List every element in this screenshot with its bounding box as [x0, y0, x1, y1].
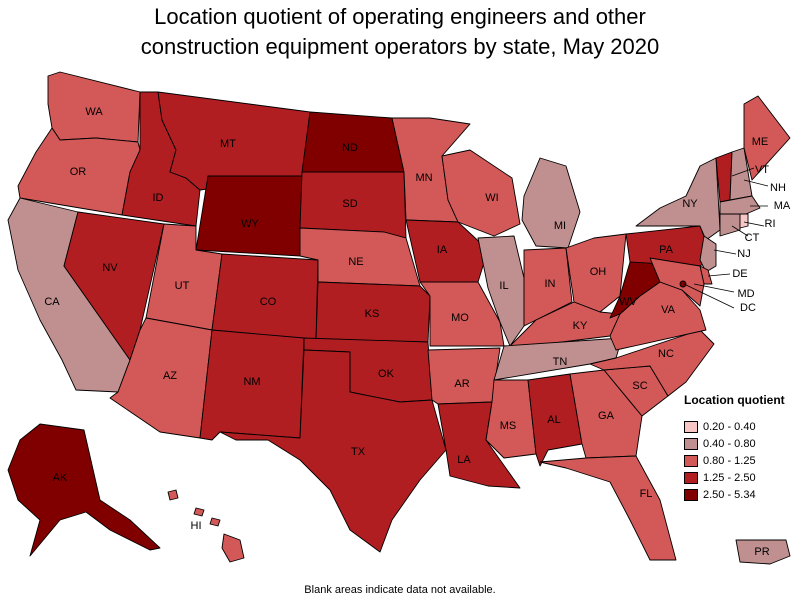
legend-swatch	[684, 455, 698, 467]
state-label-NC: NC	[658, 348, 674, 360]
legend-label: 0.80 - 1.25	[703, 455, 756, 467]
legend-swatch	[684, 489, 698, 501]
state-HI[interactable]	[167, 489, 245, 563]
state-label-PR: PR	[754, 546, 769, 558]
state-label-CO: CO	[260, 296, 277, 308]
state-label-MA: MA	[774, 200, 791, 212]
state-ME[interactable]	[743, 95, 791, 181]
legend-swatch	[684, 472, 698, 484]
state-label-VT: VT	[755, 164, 769, 176]
state-label-MN: MN	[415, 172, 432, 184]
legend-label: 0.40 - 0.80	[703, 438, 756, 450]
legend-item: 2.50 - 5.34	[684, 487, 785, 503]
state-label-CT: CT	[745, 232, 760, 244]
state-MA[interactable]	[719, 195, 761, 215]
state-label-MI: MI	[554, 220, 566, 232]
state-label-MO: MO	[451, 312, 469, 324]
state-label-MS: MS	[500, 420, 517, 432]
state-WI[interactable]	[441, 149, 521, 237]
state-label-FL: FL	[640, 488, 653, 500]
map-legend: Location quotient 0.20 - 0.40 0.40 - 0.8…	[684, 393, 785, 504]
state-WY[interactable]	[195, 175, 303, 257]
legend-item: 0.40 - 0.80	[684, 436, 785, 452]
state-callout-lines	[683, 167, 769, 309]
state-label-AK: AK	[53, 472, 68, 484]
state-NC[interactable]	[589, 329, 715, 397]
state-label-NY: NY	[682, 198, 698, 210]
state-KS[interactable]	[315, 281, 431, 343]
state-label-AR: AR	[454, 378, 469, 390]
state-label-WI: WI	[485, 192, 498, 204]
state-NJ[interactable]	[699, 235, 717, 273]
legend-label: 0.20 - 0.40	[703, 421, 756, 433]
state-FL[interactable]	[539, 455, 677, 561]
legend-swatch	[684, 438, 698, 450]
state-label-WV: WV	[619, 296, 637, 308]
state-label-NE: NE	[348, 256, 363, 268]
state-label-MT: MT	[220, 138, 236, 150]
state-label-MD: MD	[737, 288, 754, 300]
state-label-DC: DC	[740, 302, 756, 314]
state-RI[interactable]	[739, 213, 749, 229]
state-label-IA: IA	[437, 244, 448, 256]
state-label-SC: SC	[632, 380, 647, 392]
state-label-KY: KY	[573, 320, 588, 332]
state-label-IL: IL	[499, 280, 508, 292]
state-IL[interactable]	[477, 235, 525, 347]
state-MI[interactable]	[521, 157, 581, 249]
state-label-NJ: NJ	[737, 248, 750, 260]
legend-title: Location quotient	[684, 393, 785, 407]
state-label-SD: SD	[342, 198, 357, 210]
state-label-WY: WY	[241, 218, 259, 230]
state-label-NM: NM	[243, 376, 260, 388]
state-label-GA: GA	[598, 410, 615, 422]
state-label-AL: AL	[547, 414, 560, 426]
legend-label: 2.50 - 5.34	[703, 489, 756, 501]
state-label-WA: WA	[85, 106, 103, 118]
map-title: Location quotient of operating engineers…	[0, 2, 800, 62]
state-IA[interactable]	[405, 219, 489, 283]
state-AK[interactable]	[7, 423, 161, 557]
state-label-ID: ID	[153, 192, 164, 204]
legend-item: 1.25 - 2.50	[684, 470, 785, 486]
state-label-UT: UT	[175, 280, 190, 292]
state-label-ME: ME	[752, 136, 769, 148]
state-TX[interactable]	[219, 349, 447, 553]
map-title-line-2: construction equipment operators by stat…	[140, 34, 660, 59]
state-label-OH: OH	[590, 266, 607, 278]
state-label-TX: TX	[351, 446, 366, 458]
state-label-NH: NH	[770, 182, 786, 194]
state-label-PA: PA	[659, 244, 674, 256]
map-title-line-1: Location quotient of operating engineers…	[154, 4, 646, 29]
state-label-VA: VA	[661, 304, 676, 316]
state-label-LA: LA	[457, 454, 471, 466]
state-label-OK: OK	[378, 368, 395, 380]
state-label-KS: KS	[365, 308, 380, 320]
state-CT[interactable]	[719, 213, 741, 237]
state-MD[interactable]	[649, 257, 705, 307]
state-label-AZ: AZ	[163, 370, 177, 382]
legend-swatch	[684, 421, 698, 433]
legend-label: 1.25 - 2.50	[703, 472, 756, 484]
state-label-IN: IN	[545, 278, 556, 290]
state-label-NV: NV	[102, 262, 118, 274]
state-label-RI: RI	[765, 218, 776, 230]
footnote: Blank areas indicate data not available.	[304, 584, 496, 596]
state-DC[interactable]	[679, 280, 687, 288]
state-label-CA: CA	[44, 296, 60, 308]
state-label-ND: ND	[342, 142, 358, 154]
legend-item: 0.80 - 1.25	[684, 453, 785, 469]
state-label-TN: TN	[553, 356, 568, 368]
state-label-DE: DE	[732, 268, 747, 280]
state-NY[interactable]	[635, 157, 721, 241]
state-AR[interactable]	[427, 347, 501, 405]
legend-item: 0.20 - 0.40	[684, 419, 785, 435]
state-label-HI: HI	[191, 520, 202, 532]
state-label-OR: OR	[70, 166, 87, 178]
state-PR[interactable]	[735, 539, 791, 565]
